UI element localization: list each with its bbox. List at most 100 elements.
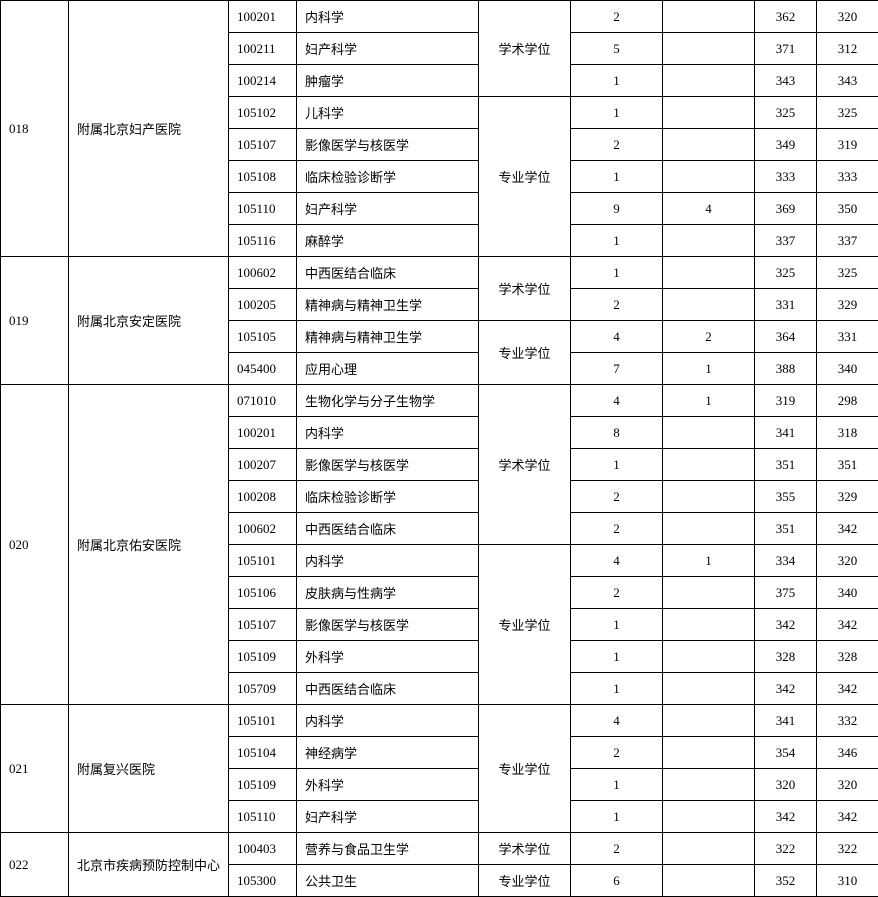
count2 (663, 833, 755, 865)
count2: 2 (663, 321, 755, 353)
count2 (663, 481, 755, 513)
major-name: 内科学 (297, 417, 479, 449)
score1: 375 (755, 577, 817, 609)
score1: 342 (755, 673, 817, 705)
major-name: 公共卫生 (297, 865, 479, 897)
major-code: 100201 (229, 1, 297, 33)
score2: 320 (817, 769, 878, 801)
count2 (663, 673, 755, 705)
count1: 1 (571, 609, 663, 641)
count1: 2 (571, 1, 663, 33)
score1: 325 (755, 257, 817, 289)
score2: 351 (817, 449, 878, 481)
major-name: 临床检验诊断学 (297, 481, 479, 513)
score1: 334 (755, 545, 817, 577)
degree-type: 专业学位 (479, 865, 571, 897)
count2: 1 (663, 353, 755, 385)
count1: 8 (571, 417, 663, 449)
count1: 2 (571, 129, 663, 161)
score1: 341 (755, 705, 817, 737)
count2: 1 (663, 385, 755, 417)
count2 (663, 577, 755, 609)
count1: 4 (571, 545, 663, 577)
score2: 310 (817, 865, 878, 897)
score2: 320 (817, 1, 878, 33)
score2: 340 (817, 577, 878, 609)
count2 (663, 609, 755, 641)
count1: 2 (571, 481, 663, 513)
degree-type: 专业学位 (479, 321, 571, 385)
major-name: 中西医结合临床 (297, 513, 479, 545)
major-code: 105105 (229, 321, 297, 353)
count1: 6 (571, 865, 663, 897)
score1: 322 (755, 833, 817, 865)
score2: 342 (817, 513, 878, 545)
count2 (663, 769, 755, 801)
count2: 4 (663, 193, 755, 225)
count2 (663, 33, 755, 65)
dept-name: 北京市疾病预防控制中心 (69, 833, 229, 897)
score1: 333 (755, 161, 817, 193)
major-name: 内科学 (297, 1, 479, 33)
score1: 388 (755, 353, 817, 385)
major-name: 临床检验诊断学 (297, 161, 479, 193)
major-code: 105110 (229, 801, 297, 833)
score2: 337 (817, 225, 878, 257)
major-name: 影像医学与核医学 (297, 609, 479, 641)
score1: 352 (755, 865, 817, 897)
major-name: 神经病学 (297, 737, 479, 769)
score2: 329 (817, 481, 878, 513)
score1: 320 (755, 769, 817, 801)
count2 (663, 449, 755, 481)
score1: 341 (755, 417, 817, 449)
count2 (663, 65, 755, 97)
score1: 355 (755, 481, 817, 513)
count2 (663, 865, 755, 897)
score1: 319 (755, 385, 817, 417)
score2: 325 (817, 97, 878, 129)
score2: 340 (817, 353, 878, 385)
dept-code: 021 (1, 705, 69, 833)
major-name: 妇产科学 (297, 193, 479, 225)
score2: 318 (817, 417, 878, 449)
count1: 1 (571, 673, 663, 705)
score2: 329 (817, 289, 878, 321)
count2: 1 (663, 545, 755, 577)
count1: 7 (571, 353, 663, 385)
score2: 346 (817, 737, 878, 769)
score2: 320 (817, 545, 878, 577)
degree-type: 学术学位 (479, 1, 571, 97)
score2: 331 (817, 321, 878, 353)
major-code: 105106 (229, 577, 297, 609)
score2: 342 (817, 609, 878, 641)
major-name: 应用心理 (297, 353, 479, 385)
count2 (663, 289, 755, 321)
count2 (663, 641, 755, 673)
score1: 351 (755, 513, 817, 545)
count1: 1 (571, 641, 663, 673)
dept-code: 022 (1, 833, 69, 897)
count1: 1 (571, 769, 663, 801)
score1: 328 (755, 641, 817, 673)
count1: 2 (571, 577, 663, 609)
dept-name: 附属复兴医院 (69, 705, 229, 833)
count2 (663, 705, 755, 737)
major-code: 105107 (229, 129, 297, 161)
table-row: 022北京市疾病预防控制中心100403营养与食品卫生学学术学位2322322 (1, 833, 878, 865)
major-name: 营养与食品卫生学 (297, 833, 479, 865)
count1: 4 (571, 321, 663, 353)
major-name: 麻醉学 (297, 225, 479, 257)
major-code: 105104 (229, 737, 297, 769)
major-name: 肿瘤学 (297, 65, 479, 97)
major-name: 内科学 (297, 705, 479, 737)
major-code: 105110 (229, 193, 297, 225)
major-code: 100205 (229, 289, 297, 321)
degree-type: 学术学位 (479, 385, 571, 545)
major-name: 影像医学与核医学 (297, 129, 479, 161)
score1: 349 (755, 129, 817, 161)
degree-type: 学术学位 (479, 833, 571, 865)
table-row: 019附属北京安定医院100602中西医结合临床学术学位1325325 (1, 257, 878, 289)
score2: 342 (817, 801, 878, 833)
count1: 1 (571, 225, 663, 257)
major-code: 071010 (229, 385, 297, 417)
